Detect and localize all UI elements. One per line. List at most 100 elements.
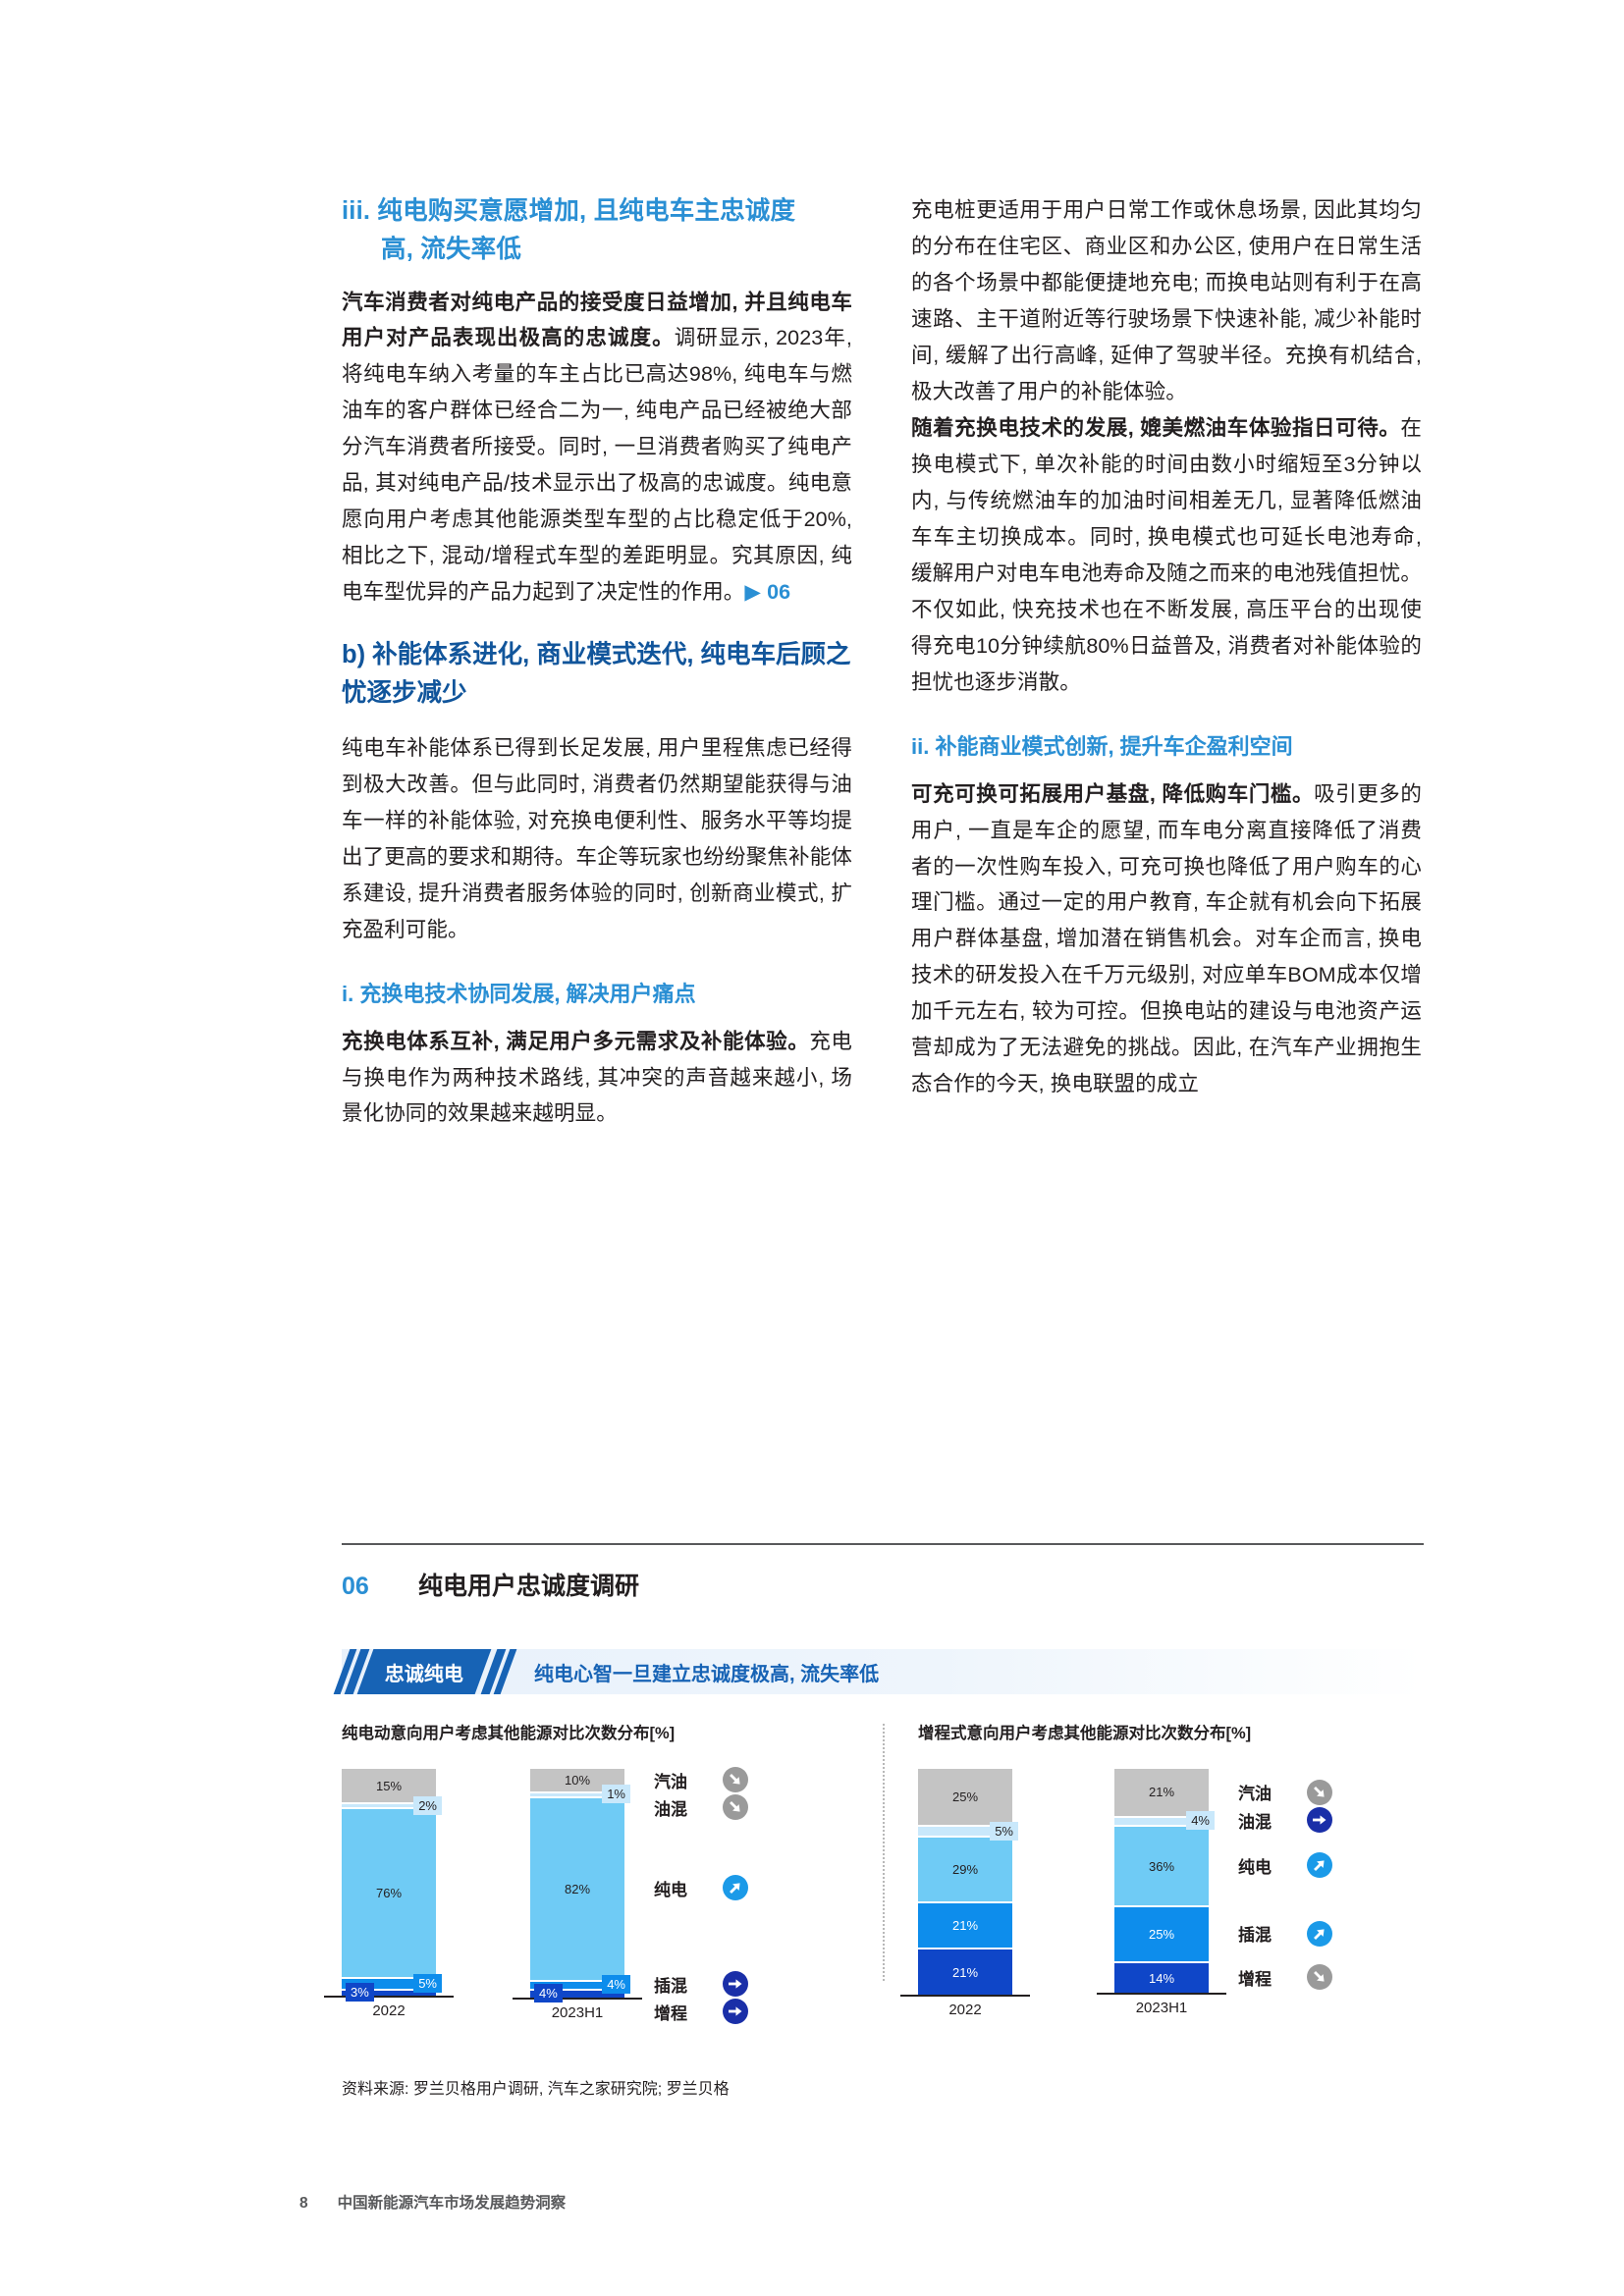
- paragraph-6: 可充可换可拓展用户基盘, 降低购车门槛。吸引更多的用户, 一直是车企的愿望, 而…: [911, 776, 1422, 1103]
- paragraph-3-lead: 充换电体系互补, 满足用户多元需求及补能体验。: [342, 1029, 810, 1053]
- paragraph-5-body: 在换电模式下, 单次补能的时间由数小时缩短至3分钟以内, 与传统燃油车的加油时间…: [911, 415, 1422, 694]
- paragraph-3-body: 充电与换电作为两种技术路线, 其冲突的声音越来越小, 场景化协同的效果越来越明显…: [342, 1029, 853, 1126]
- segment-value: 36%: [1148, 1858, 1175, 1874]
- figure-header: 06 纯电用户忠诚度调研: [342, 1567, 1424, 1602]
- bar-segment-油混: [342, 1802, 436, 1808]
- segment-value: 21%: [1148, 1785, 1175, 1800]
- stacked-bar-2023H1: 10% 82% 1% 4% 4%: [530, 1769, 630, 2003]
- segment-value: 76%: [375, 1886, 403, 1901]
- x-axis-label: 2022: [372, 2002, 406, 2019]
- legend-label: 增程: [654, 2003, 687, 2023]
- bar-segment-纯电: 36%: [1114, 1825, 1209, 1906]
- segment-callout-插混: 5%: [413, 1974, 442, 1994]
- figure-top-rule: [342, 1543, 1424, 1545]
- trend-up-icon: [723, 1875, 748, 1901]
- segment-value: 15%: [375, 1778, 403, 1793]
- paragraph-3: 充换电体系互补, 满足用户多元需求及补能体验。充电与换电作为两种技术路线, 其冲…: [342, 1024, 852, 1133]
- trend-down-icon: [1307, 1779, 1332, 1805]
- chart-erev-legend: 汽油油混纯电插混增程: [1220, 1769, 1368, 2022]
- bar-segment-油混: [530, 1790, 624, 1796]
- chart-bev-bars: 15% 76% 2% 5% 3% 2022 10% 82% 1% 4% 4% 2023H1: [324, 1769, 642, 2022]
- legend-item-增程[interactable]: 增程: [1238, 1964, 1332, 1991]
- bar-segment-插混: 25%: [1114, 1905, 1209, 1962]
- bar-segment-汽油: 25%: [918, 1769, 1012, 1825]
- trend-right-icon: [723, 1971, 748, 1998]
- stacked-bar-2022: 25% 29% 21% 21% 5%: [918, 1769, 1018, 1996]
- page-number: 8: [299, 2195, 308, 2212]
- bar-group: 10% 82% 1% 4% 4% 2023H1: [513, 1769, 642, 2022]
- paragraph-6-lead: 可充可换可拓展用户基盘, 降低购车门槛。: [911, 781, 1315, 806]
- legend-item-油混[interactable]: 油混: [654, 1794, 748, 1821]
- segment-callout-油混: 5%: [990, 1821, 1018, 1841]
- legend-label: 油混: [654, 1799, 687, 1819]
- heading-ii: ii. 补能商业模式创新, 提升车企盈利空间: [911, 733, 1293, 759]
- bar-segment-增程: [342, 1988, 436, 1996]
- bar-segment-增程: 21%: [918, 1948, 1012, 1996]
- legend-label: 油混: [1238, 1812, 1272, 1832]
- trend-right-icon: [723, 1999, 748, 2025]
- legend-item-油混[interactable]: 油混: [1238, 1807, 1332, 1834]
- x-axis-label: 2023H1: [1135, 2000, 1188, 2016]
- legend-label: 汽油: [654, 1772, 687, 1791]
- legend-label: 汽油: [1238, 1785, 1272, 1804]
- legend-label: 插混: [654, 1976, 687, 1996]
- chart-bev-intent: 纯电动意向用户考虑其他能源对比次数分布[%] 15% 76% 2% 5% 3% 2022 1…: [324, 1720, 883, 2025]
- paragraph-6-body: 吸引更多的用户, 一直是车企的愿望, 而车电分离直接降低了消费者的一次性购车投入…: [911, 781, 1422, 1096]
- legend-item-纯电[interactable]: 纯电: [654, 1875, 748, 1901]
- legend-item-插混[interactable]: 插混: [1238, 1920, 1332, 1947]
- bar-segment-油混: [1114, 1815, 1209, 1826]
- legend-item-纯电[interactable]: 纯电: [1238, 1852, 1332, 1879]
- x-axis-label: 2022: [948, 2002, 982, 2019]
- segment-value: 29%: [951, 1861, 979, 1877]
- figure-banner: 忠诚纯电 纯电心智一旦建立忠诚度极高, 流失率低: [333, 1649, 1424, 1694]
- segment-value: 21%: [951, 1917, 979, 1933]
- bar-segment-汽油: 10%: [530, 1769, 624, 1791]
- paragraph-5-lead: 随着充换电技术的发展, 媲美燃油车体验指日可待。: [911, 415, 1401, 440]
- legend-item-插混[interactable]: 插混: [654, 1971, 748, 1998]
- bar-segment-插混: [342, 1977, 436, 1989]
- figure-number: 06: [342, 1573, 369, 1600]
- bar-group: 15% 76% 2% 5% 3% 2022: [324, 1769, 454, 2022]
- trend-down-icon: [1307, 1964, 1332, 1991]
- trend-up-icon: [1307, 1920, 1332, 1947]
- paragraph-1: 汽车消费者对纯电产品的接受度日益增加, 并且纯电车用户对产品表现出极高的忠诚度。…: [342, 285, 852, 612]
- bar-segment-纯电: 29%: [918, 1836, 1012, 1901]
- stacked-bar-2023H1: 21% 36% 25% 14% 4%: [1114, 1769, 1215, 1993]
- legend-label: 增程: [1238, 1969, 1272, 1989]
- x-axis-label: 2023H1: [551, 2003, 604, 2021]
- chart-bev-plot: 15% 76% 2% 5% 3% 2022 10% 82% 1% 4% 4% 2023H1 汽油 油混纯…: [324, 1767, 883, 2025]
- segment-value: 21%: [951, 1964, 979, 1980]
- trend-right-icon: [1307, 1807, 1332, 1834]
- legend-label: 纯电: [654, 1880, 687, 1899]
- segment-callout-油混: 2%: [413, 1795, 442, 1815]
- heading-b: b) 补能体系进化, 商业模式迭代, 纯电车后顾之忧逐步减少: [342, 641, 851, 707]
- banner-text: 纯电心智一旦建立忠诚度极高, 流失率低: [534, 1663, 880, 1685]
- legend-item-汽油[interactable]: 汽油: [654, 1767, 748, 1793]
- banner-chevrons-right: [480, 1649, 517, 1694]
- figure-06: 06 纯电用户忠诚度调研 忠诚纯电 纯电心智一旦建立忠诚度极高, 流失率低 纯电…: [324, 1543, 1424, 2099]
- bar-segment-插混: 21%: [918, 1900, 1012, 1949]
- legend-item-增程[interactable]: 增程: [654, 1999, 748, 2025]
- figure-source: 资料来源: 罗兰贝格用户调研, 汽车之家研究院; 罗兰贝格: [342, 2081, 730, 2098]
- body-columns: iii. 纯电购买意愿增加, 且纯电车主忠诚度 高, 流失率低 汽车消费者对纯电…: [342, 192, 1422, 1132]
- chart-bev-legend: 汽油油混纯电插混增程: [636, 1767, 784, 2025]
- segment-callout-油混: 1%: [602, 1785, 630, 1804]
- legend-item-汽油[interactable]: 汽油: [1238, 1779, 1332, 1805]
- banner-tag: 忠诚纯电: [356, 1649, 492, 1694]
- stacked-bar-2022: 15% 76% 2% 5% 3%: [342, 1769, 442, 2002]
- segment-value: 25%: [951, 1789, 979, 1804]
- bar-segment-油混: [918, 1825, 1012, 1837]
- segment-value: 82%: [564, 1881, 591, 1896]
- segment-callout-增程: 3%: [346, 1983, 374, 2002]
- paragraph-4: 充电桩更适用于用户日常工作或休息场景, 因此其均匀的分布在住宅区、商业区和办公区…: [911, 198, 1422, 403]
- chart-bev-title: 纯电动意向用户考虑其他能源对比次数分布[%]: [342, 1725, 676, 1742]
- bar-segment-纯电: 82%: [530, 1795, 624, 1980]
- right-column: 充电桩更适用于用户日常工作或休息场景, 因此其均匀的分布在住宅区、商业区和办公区…: [911, 192, 1422, 1132]
- bar-segment-汽油: 21%: [1114, 1769, 1209, 1816]
- figure-reference-06[interactable]: ▶ 06: [744, 580, 791, 605]
- bar-group: 25% 29% 21% 21% 5% 2022: [900, 1769, 1030, 2022]
- chart-erev-title: 增程式意向用户考虑其他能源对比次数分布[%]: [918, 1725, 1252, 1742]
- segment-value: 10%: [564, 1772, 591, 1788]
- segment-value: 14%: [1148, 1970, 1175, 1986]
- heading-iii: iii. 纯电购买意愿增加, 且纯电车主忠诚度 高, 流失率低: [342, 192, 852, 269]
